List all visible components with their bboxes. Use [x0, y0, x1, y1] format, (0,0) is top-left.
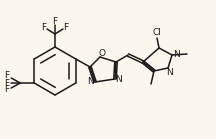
Text: Cl: Cl [152, 28, 161, 37]
Text: O: O [98, 49, 105, 58]
Text: F: F [52, 17, 57, 25]
Text: F: F [64, 23, 68, 32]
Text: F: F [4, 79, 9, 87]
Text: N: N [174, 49, 180, 59]
Text: N: N [167, 68, 173, 76]
Text: F: F [41, 23, 47, 32]
Text: N: N [116, 75, 122, 84]
Text: F: F [4, 71, 9, 80]
Text: F: F [4, 85, 9, 95]
Text: N: N [88, 76, 94, 85]
